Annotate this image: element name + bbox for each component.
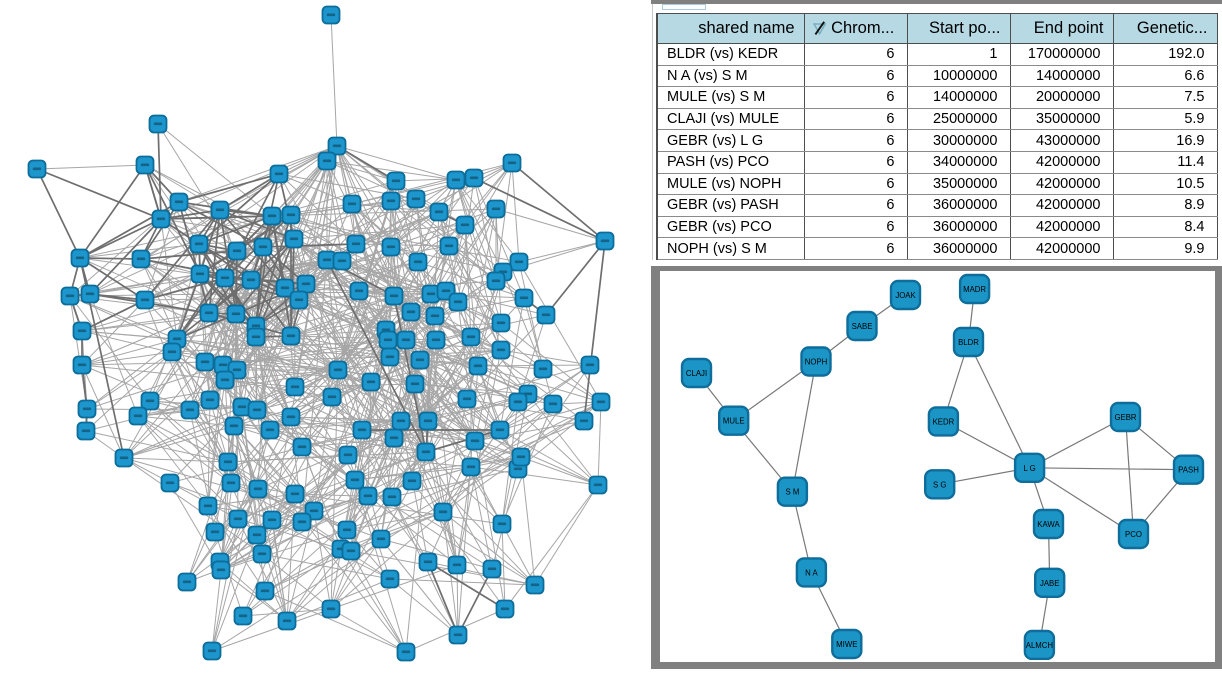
svg-text:JABE: JABE bbox=[1040, 579, 1060, 588]
svg-text:PASH: PASH bbox=[1178, 466, 1199, 475]
svg-text:L G: L G bbox=[1023, 464, 1035, 473]
svg-text:ALMCH: ALMCH bbox=[1026, 641, 1053, 650]
svg-text:MADR: MADR bbox=[963, 285, 986, 294]
svg-text:KAWA: KAWA bbox=[1037, 520, 1060, 529]
svg-text:BLDR: BLDR bbox=[958, 338, 979, 347]
svg-text:S M: S M bbox=[785, 488, 799, 497]
svg-text:NOPH: NOPH bbox=[805, 358, 828, 367]
svg-text:S G: S G bbox=[933, 480, 946, 489]
svg-text:JOAK: JOAK bbox=[895, 291, 916, 300]
svg-text:CLAJI: CLAJI bbox=[686, 369, 707, 378]
svg-text:MIWE: MIWE bbox=[836, 640, 857, 649]
svg-text:PCO: PCO bbox=[1125, 530, 1142, 539]
svg-text:GEBR: GEBR bbox=[1114, 413, 1136, 422]
svg-text:MULE: MULE bbox=[723, 417, 745, 426]
svg-text:SABE: SABE bbox=[852, 322, 873, 331]
svg-text:N A: N A bbox=[805, 568, 818, 577]
svg-text:KEDR: KEDR bbox=[933, 417, 955, 426]
